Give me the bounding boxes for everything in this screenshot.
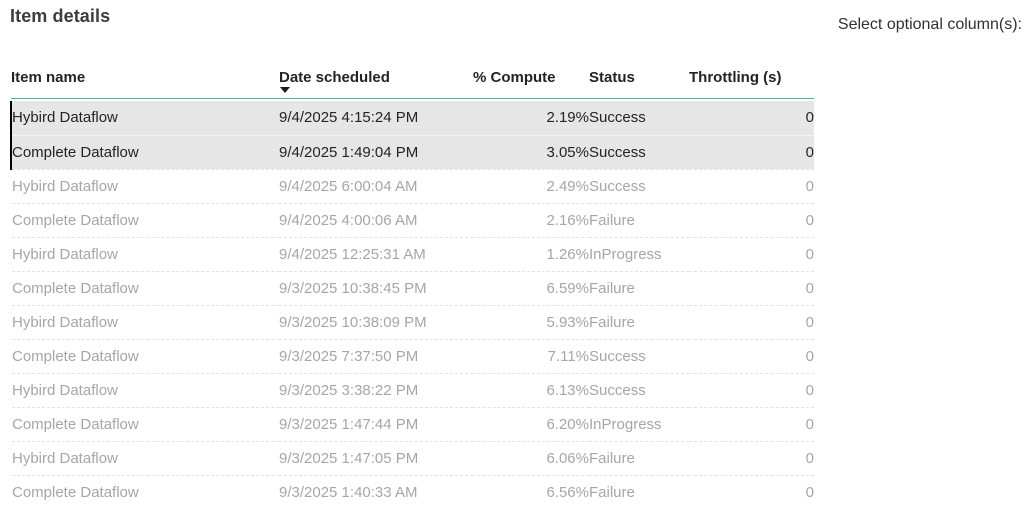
cell-compute[interactable]: 6.59% xyxy=(473,270,589,305)
column-header-compute[interactable]: % Compute xyxy=(473,60,589,99)
cell-status[interactable]: Success xyxy=(589,168,689,203)
column-header-date[interactable]: Date scheduled xyxy=(279,60,473,99)
table-row[interactable]: Hybird Dataflow 9/4/2025 6:00:04 AM 2.49% S… xyxy=(11,168,814,203)
cell-status[interactable]: Failure xyxy=(589,304,689,339)
cell-item[interactable]: Hybird Dataflow xyxy=(11,236,279,271)
cell-compute[interactable]: 6.06% xyxy=(473,440,589,475)
cell-item[interactable]: Hybird Dataflow xyxy=(11,304,279,339)
cell-date[interactable]: 9/3/2025 7:37:50 PM xyxy=(279,338,473,373)
optional-columns-label: Select optional column(s): xyxy=(837,16,1022,33)
column-header-throttling[interactable]: Throttling (s) xyxy=(689,60,814,99)
cell-status[interactable]: InProgress xyxy=(589,406,689,441)
column-header-label: Item name xyxy=(11,69,86,86)
cell-status[interactable]: Success xyxy=(589,134,689,169)
cell-status[interactable]: InProgress xyxy=(589,236,689,271)
cell-status[interactable]: Success xyxy=(589,372,689,407)
cell-status[interactable]: Success xyxy=(589,338,689,373)
cell-date[interactable]: 9/3/2025 3:38:22 PM xyxy=(279,372,473,407)
cell-throttling[interactable]: 0 xyxy=(689,440,814,475)
cell-item[interactable]: Hybird Dataflow xyxy=(11,372,279,407)
cell-item[interactable]: Hybird Dataflow xyxy=(11,168,279,203)
cell-item[interactable]: Complete Dataflow xyxy=(11,202,279,237)
cell-item[interactable]: Complete Dataflow xyxy=(11,270,279,305)
table-row[interactable]: Complete Dataflow 9/4/2025 4:00:06 AM 2.16… xyxy=(11,202,814,237)
cell-compute[interactable]: 2.16% xyxy=(473,202,589,237)
cell-status[interactable]: Failure xyxy=(589,474,689,509)
cell-compute[interactable]: 3.05% xyxy=(473,134,589,169)
table-row[interactable]: Complete Dataflow 9/3/2025 1:40:33 AM 6.56… xyxy=(11,474,814,509)
table-row[interactable]: Complete Dataflow 9/4/2025 1:49:04 PM 3.05… xyxy=(10,134,814,169)
cell-compute[interactable]: 6.20% xyxy=(473,406,589,441)
cell-date[interactable]: 9/3/2025 1:40:33 AM xyxy=(279,474,473,509)
cell-throttling[interactable]: 0 xyxy=(689,101,814,135)
column-header-label: Status xyxy=(589,69,635,86)
cell-date[interactable]: 9/3/2025 10:38:09 PM xyxy=(279,304,473,339)
cell-item[interactable]: Hybird Dataflow xyxy=(11,440,279,475)
cell-date[interactable]: 9/4/2025 4:15:24 PM xyxy=(279,101,473,135)
cell-item[interactable]: Hybird Dataflow xyxy=(10,101,279,135)
cell-throttling[interactable]: 0 xyxy=(689,304,814,339)
table-row[interactable]: Hybird Dataflow 9/4/2025 4:15:24 PM 2.19% S… xyxy=(10,101,814,135)
table-row[interactable]: Complete Dataflow 9/3/2025 7:37:50 PM 7.11… xyxy=(11,338,814,373)
cell-status[interactable]: Failure xyxy=(589,202,689,237)
cell-item[interactable]: Complete Dataflow xyxy=(11,406,279,441)
cell-date[interactable]: 9/4/2025 4:00:06 AM xyxy=(279,202,473,237)
cell-throttling[interactable]: 0 xyxy=(689,236,814,271)
cell-throttling[interactable]: 0 xyxy=(689,474,814,509)
cell-status[interactable]: Failure xyxy=(589,270,689,305)
item-details-table: Item name Date scheduled % Compute Status Th… xyxy=(10,60,814,509)
table-row[interactable]: Hybird Dataflow 9/3/2025 10:38:09 PM 5.93%… xyxy=(11,304,814,339)
cell-compute[interactable]: 2.49% xyxy=(473,168,589,203)
cell-date[interactable]: 9/4/2025 1:49:04 PM xyxy=(279,134,473,169)
column-header-label: Date scheduled xyxy=(279,69,390,86)
cell-compute[interactable]: 6.13% xyxy=(473,372,589,407)
sort-desc-icon xyxy=(280,87,290,93)
table-row[interactable]: Complete Dataflow 9/3/2025 10:38:45 PM 6.5… xyxy=(11,270,814,305)
column-header-label: % Compute xyxy=(473,69,556,86)
table-row[interactable]: Complete Dataflow 9/3/2025 1:47:44 PM 6.20… xyxy=(11,406,814,441)
cell-date[interactable]: 9/3/2025 1:47:05 PM xyxy=(279,440,473,475)
column-header-label: Throttling (s) xyxy=(689,69,782,86)
cell-throttling[interactable]: 0 xyxy=(689,168,814,203)
cell-throttling[interactable]: 0 xyxy=(689,406,814,441)
column-header-item[interactable]: Item name xyxy=(11,60,279,99)
cell-compute[interactable]: 7.11% xyxy=(473,338,589,373)
table-row[interactable]: Hybird Dataflow 9/3/2025 3:38:22 PM 6.13% S… xyxy=(11,372,814,407)
cell-compute[interactable]: 6.56% xyxy=(473,474,589,509)
table-row[interactable]: Hybird Dataflow 9/4/2025 12:25:31 AM 1.26%… xyxy=(11,236,814,271)
column-header-status[interactable]: Status xyxy=(589,60,689,99)
cell-throttling[interactable]: 0 xyxy=(689,372,814,407)
cell-throttling[interactable]: 0 xyxy=(689,338,814,373)
cell-date[interactable]: 9/3/2025 10:38:45 PM xyxy=(279,270,473,305)
cell-date[interactable]: 9/4/2025 6:00:04 AM xyxy=(279,168,473,203)
cell-compute[interactable]: 1.26% xyxy=(473,236,589,271)
page-title: Item details xyxy=(10,6,111,26)
cell-item[interactable]: Complete Dataflow xyxy=(11,474,279,509)
cell-compute[interactable]: 5.93% xyxy=(473,304,589,339)
cell-date[interactable]: 9/3/2025 1:47:44 PM xyxy=(279,406,473,441)
table-row[interactable]: Hybird Dataflow 9/3/2025 1:47:05 PM 6.06% F… xyxy=(11,440,814,475)
cell-status[interactable]: Success xyxy=(589,101,689,135)
cell-item[interactable]: Complete Dataflow xyxy=(11,338,279,373)
cell-status[interactable]: Failure xyxy=(589,440,689,475)
cell-throttling[interactable]: 0 xyxy=(689,134,814,169)
cell-compute[interactable]: 2.19% xyxy=(473,101,589,135)
table-header-row: Item name Date scheduled % Compute Status Th… xyxy=(11,60,814,99)
cell-throttling[interactable]: 0 xyxy=(689,202,814,237)
cell-throttling[interactable]: 0 xyxy=(689,270,814,305)
cell-date[interactable]: 9/4/2025 12:25:31 AM xyxy=(279,236,473,271)
cell-item[interactable]: Complete Dataflow xyxy=(10,134,279,169)
